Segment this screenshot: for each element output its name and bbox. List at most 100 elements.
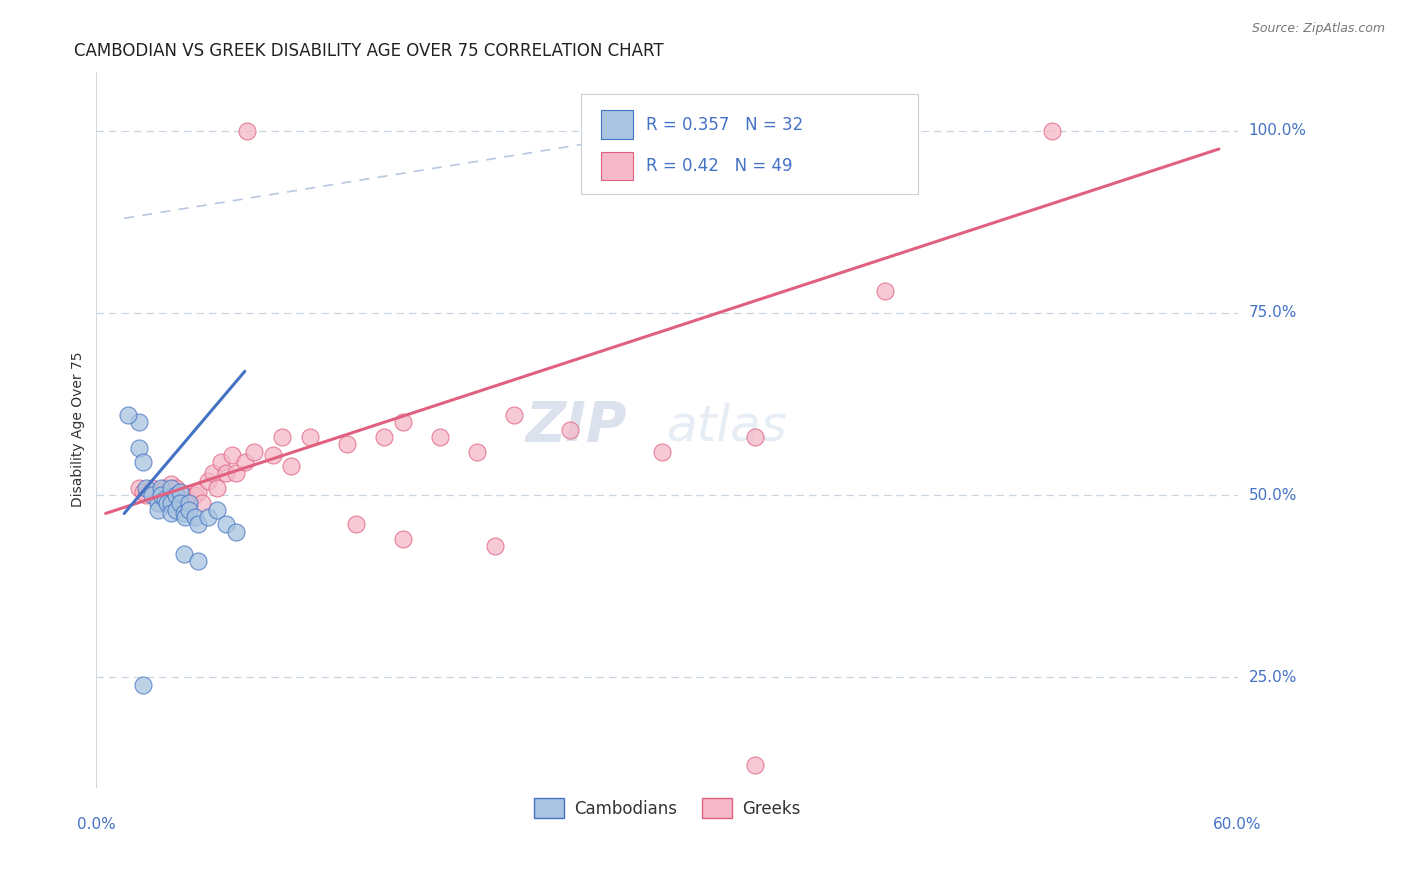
Point xyxy=(187,554,209,568)
Text: 100.0%: 100.0% xyxy=(1249,123,1306,138)
Bar xyxy=(600,152,633,180)
Point xyxy=(128,415,150,429)
Point xyxy=(205,503,228,517)
Point xyxy=(132,455,155,469)
Point xyxy=(187,517,209,532)
Point xyxy=(202,467,225,481)
Text: 75.0%: 75.0% xyxy=(1249,305,1296,320)
Point xyxy=(165,503,187,517)
Text: 0.0%: 0.0% xyxy=(77,817,115,832)
Text: R = 0.42   N = 49: R = 0.42 N = 49 xyxy=(647,157,793,175)
Point xyxy=(280,459,302,474)
Point xyxy=(344,517,367,532)
Point xyxy=(169,495,191,509)
Point xyxy=(159,495,181,509)
Point xyxy=(235,124,257,138)
Point xyxy=(179,495,201,509)
Point xyxy=(132,678,155,692)
Legend: Cambodians, Greeks: Cambodians, Greeks xyxy=(527,791,807,825)
Point xyxy=(135,481,157,495)
Text: R = 0.357   N = 32: R = 0.357 N = 32 xyxy=(647,116,804,134)
Point xyxy=(117,408,139,422)
Text: CAMBODIAN VS GREEK DISABILITY AGE OVER 75 CORRELATION CHART: CAMBODIAN VS GREEK DISABILITY AGE OVER 7… xyxy=(73,42,664,60)
Point xyxy=(165,481,187,495)
Point xyxy=(159,481,181,495)
Point xyxy=(173,507,195,521)
Point xyxy=(651,444,673,458)
Point xyxy=(150,481,173,495)
Point xyxy=(187,484,209,499)
Point xyxy=(141,481,163,495)
Point xyxy=(225,524,247,539)
Point xyxy=(169,484,191,499)
Point xyxy=(159,495,181,509)
Point xyxy=(744,758,766,772)
Point xyxy=(262,448,284,462)
Point xyxy=(146,495,169,509)
Point xyxy=(502,408,524,422)
Point xyxy=(179,503,201,517)
Point xyxy=(484,539,506,553)
Point xyxy=(150,495,173,509)
Point xyxy=(150,488,173,502)
Point xyxy=(141,488,163,502)
Point xyxy=(173,547,195,561)
Point xyxy=(243,444,266,458)
Point xyxy=(173,499,195,513)
Point xyxy=(429,430,451,444)
Point xyxy=(156,488,179,502)
Point xyxy=(153,491,176,506)
Point xyxy=(465,444,488,458)
Point xyxy=(183,488,205,502)
Point xyxy=(298,430,321,444)
Point xyxy=(150,488,173,502)
FancyBboxPatch shape xyxy=(581,94,918,194)
Text: 60.0%: 60.0% xyxy=(1213,817,1261,832)
Point xyxy=(159,484,181,499)
Point xyxy=(391,532,413,546)
Point xyxy=(179,495,201,509)
Point xyxy=(215,517,238,532)
Point xyxy=(165,488,187,502)
Text: ZIP: ZIP xyxy=(526,399,627,453)
Point xyxy=(336,437,359,451)
Point xyxy=(159,477,181,491)
Point xyxy=(165,488,187,502)
Point xyxy=(156,495,179,509)
Point xyxy=(146,503,169,517)
Point xyxy=(271,430,294,444)
Point xyxy=(221,448,243,462)
Point xyxy=(153,481,176,495)
Point xyxy=(146,484,169,499)
Point xyxy=(128,481,150,495)
Point xyxy=(132,484,155,499)
Point xyxy=(873,284,896,298)
Point xyxy=(128,441,150,455)
Point xyxy=(174,510,197,524)
Point xyxy=(373,430,395,444)
Point xyxy=(173,488,195,502)
Point xyxy=(233,455,256,469)
Point xyxy=(215,467,238,481)
Point xyxy=(865,124,887,138)
Text: 25.0%: 25.0% xyxy=(1249,670,1296,685)
Point xyxy=(169,495,191,509)
Point xyxy=(135,488,157,502)
Point xyxy=(225,467,247,481)
Point xyxy=(159,507,181,521)
Point xyxy=(191,495,214,509)
Point xyxy=(558,423,581,437)
Point xyxy=(197,510,219,524)
Point xyxy=(391,415,413,429)
Bar xyxy=(600,111,633,139)
Point xyxy=(790,124,813,138)
Point xyxy=(595,124,617,138)
Text: 50.0%: 50.0% xyxy=(1249,488,1296,503)
Point xyxy=(183,510,205,524)
Point xyxy=(205,481,228,495)
Text: atlas: atlas xyxy=(666,402,787,450)
Y-axis label: Disability Age Over 75: Disability Age Over 75 xyxy=(72,351,86,508)
Point xyxy=(744,430,766,444)
Text: Source: ZipAtlas.com: Source: ZipAtlas.com xyxy=(1251,22,1385,36)
Point xyxy=(197,474,219,488)
